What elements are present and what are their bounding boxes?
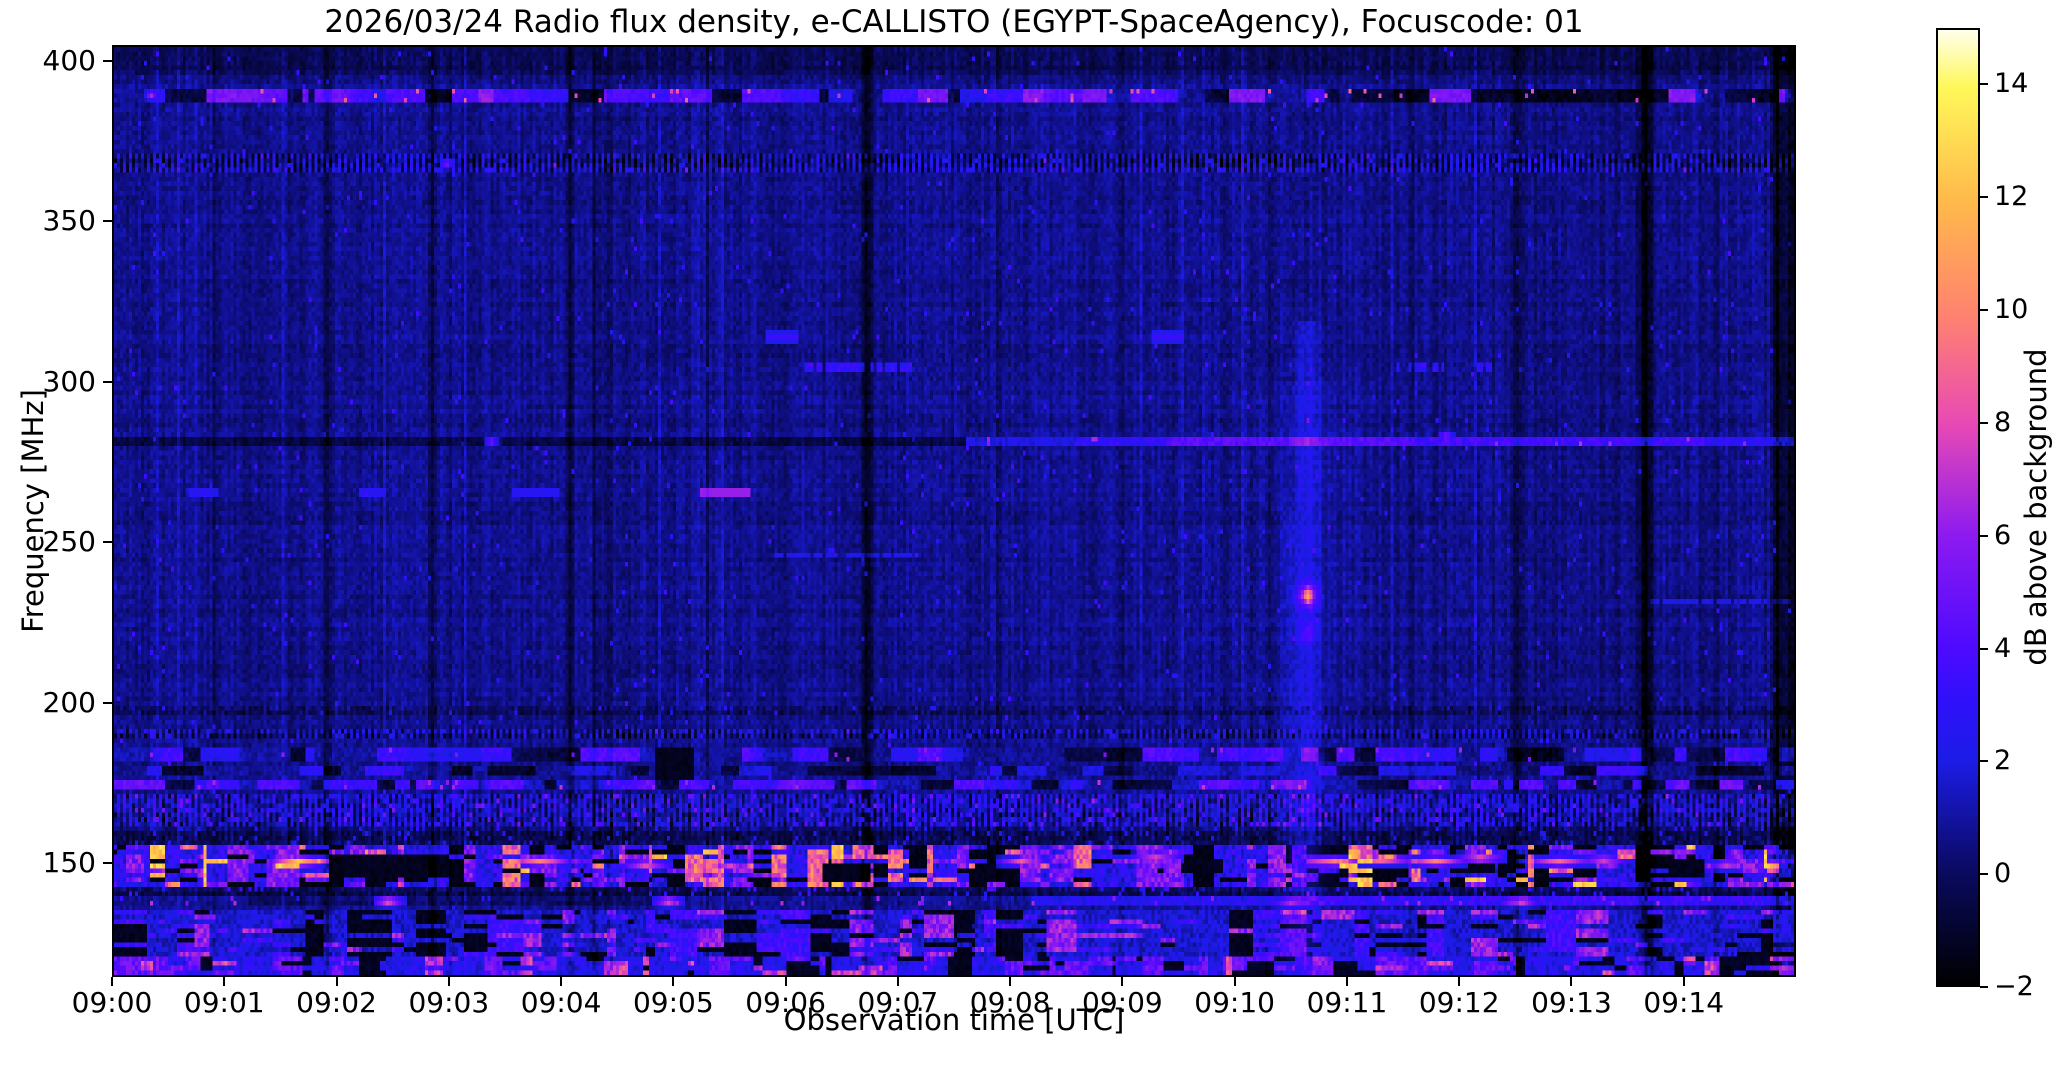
x-tick-label: 09:04 xyxy=(520,986,602,1019)
y-tick xyxy=(103,380,112,383)
x-tick xyxy=(1682,977,1685,986)
colorbar-tick-label: 10 xyxy=(1994,294,2029,326)
x-tick-label: 09:02 xyxy=(296,986,377,1019)
x-tick xyxy=(1570,977,1573,986)
colorbar-tick-label: 8 xyxy=(1994,406,2012,438)
x-tick xyxy=(784,977,787,986)
x-tick-label: 09:14 xyxy=(1643,986,1725,1019)
y-tick-label: 300 xyxy=(42,364,96,398)
y-tick xyxy=(103,60,112,63)
plot-area xyxy=(112,45,1796,977)
x-tick xyxy=(111,977,113,986)
y-tick xyxy=(103,220,112,223)
y-tick-label: 200 xyxy=(42,685,96,719)
y-tick-label: 350 xyxy=(42,204,96,238)
colorbar-tick-label: 0 xyxy=(1994,858,2012,890)
y-axis-label-text: Frequency [MHz] xyxy=(16,389,50,633)
colorbar-tick-label: 4 xyxy=(1994,632,2012,664)
colorbar-tick xyxy=(1980,760,1988,763)
x-tick-label: 09:07 xyxy=(857,986,939,1019)
x-tick xyxy=(223,977,226,986)
x-tick xyxy=(447,977,450,986)
x-tick-label: 09:00 xyxy=(71,986,153,1019)
spectrogram-canvas xyxy=(114,47,1794,975)
chart-title: 2026/03/24 Radio flux density, e-CALLIST… xyxy=(324,4,1584,40)
colorbar-tick xyxy=(1980,196,1988,199)
colorbar-tick-label: 6 xyxy=(1994,519,2012,551)
colorbar-label-text: dB above background xyxy=(2019,348,2053,666)
y-tick xyxy=(103,541,112,544)
x-tick-label: 09:06 xyxy=(745,986,826,1019)
colorbar-tick-label: 12 xyxy=(1994,181,2029,213)
x-tick-label: 09:09 xyxy=(1082,986,1163,1019)
x-tick-label: 09:05 xyxy=(632,986,714,1019)
x-tick-label: 09:03 xyxy=(408,986,490,1019)
x-tick-label: 09:08 xyxy=(969,986,1051,1019)
x-tick xyxy=(896,977,899,986)
colorbar-tick xyxy=(1980,986,1988,988)
colorbar-tick xyxy=(1980,309,1988,312)
x-tick xyxy=(672,977,675,986)
x-tick xyxy=(560,977,563,986)
x-tick xyxy=(1009,977,1012,986)
x-tick xyxy=(1458,977,1461,986)
colorbar xyxy=(1936,28,1980,987)
colorbar-tick-label: 2 xyxy=(1994,745,2012,777)
x-tick-label: 09:01 xyxy=(183,986,265,1019)
colorbar-tick xyxy=(1980,421,1988,424)
colorbar-tick-label: −2 xyxy=(1994,971,2034,1002)
x-tick xyxy=(335,977,338,986)
x-tick-label: 09:13 xyxy=(1531,986,1612,1019)
colorbar-tick xyxy=(1980,83,1988,86)
y-tick xyxy=(103,701,112,704)
y-tick xyxy=(103,862,112,865)
y-tick-label: 400 xyxy=(42,44,96,78)
x-tick-label: 09:10 xyxy=(1194,986,1275,1019)
x-tick-label: 09:12 xyxy=(1418,986,1500,1019)
colorbar-tick xyxy=(1980,647,1988,650)
y-tick-label: 150 xyxy=(42,846,96,880)
x-tick xyxy=(1233,977,1236,986)
colorbar-tick-label: 14 xyxy=(1994,68,2029,100)
x-tick-label: 09:11 xyxy=(1306,986,1388,1019)
x-tick xyxy=(1345,977,1348,986)
y-tick-label: 250 xyxy=(42,525,96,559)
colorbar-tick xyxy=(1980,873,1988,876)
colorbar-tick xyxy=(1980,534,1988,537)
x-tick xyxy=(1121,977,1124,986)
x-axis-label: Observation time [UTC] xyxy=(783,1003,1125,1037)
